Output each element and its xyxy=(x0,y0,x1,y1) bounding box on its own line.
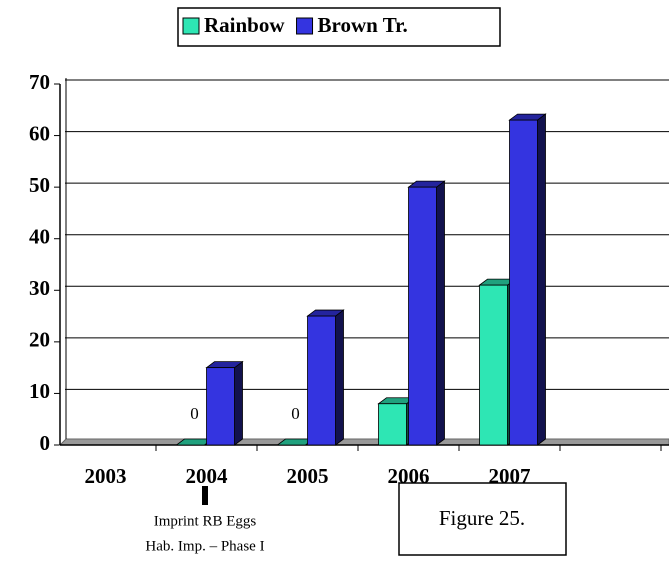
bar-3d xyxy=(306,309,345,446)
x-tick-label: 2004 xyxy=(186,464,229,488)
bar-side xyxy=(335,309,344,446)
y-tick-label: 50 xyxy=(29,173,50,197)
data-label: 0 xyxy=(190,404,199,423)
figure-box xyxy=(398,482,567,556)
annotation-marker xyxy=(202,486,208,505)
bar-side xyxy=(537,113,546,446)
bar-3d xyxy=(205,360,244,446)
y-tick-label: 10 xyxy=(29,379,50,403)
bar xyxy=(509,119,538,446)
bar xyxy=(378,403,407,446)
bar-3d xyxy=(407,180,446,446)
x-tick-label: 2006 xyxy=(388,464,430,488)
bar-3d xyxy=(508,113,547,446)
x-tick-label: 2007 xyxy=(489,464,531,488)
legend-swatch xyxy=(182,17,200,35)
y-tick-label: 40 xyxy=(29,225,50,249)
legend-label: Brown Tr. xyxy=(318,13,408,37)
bar xyxy=(206,367,235,446)
bar xyxy=(307,315,336,446)
y-tick-label: 0 xyxy=(40,431,51,455)
annotation: Imprint RB Eggs xyxy=(154,513,257,529)
legend-label: Rainbow xyxy=(204,13,285,37)
legend-box xyxy=(177,7,501,47)
y-tick-label: 60 xyxy=(29,121,50,145)
y-tick-label: 70 xyxy=(29,70,50,94)
figure-label: Figure 25. xyxy=(439,506,525,530)
y-tick-label: 20 xyxy=(29,328,50,352)
bar-side xyxy=(234,360,243,446)
bar-side xyxy=(436,180,445,446)
data-label: 0 xyxy=(291,404,300,423)
legend-swatch xyxy=(296,17,314,35)
y-tick-label: 30 xyxy=(29,276,50,300)
x-tick-label: 2003 xyxy=(85,464,127,488)
bar xyxy=(479,284,508,446)
x-tick-label: 2005 xyxy=(287,464,329,488)
annotation: Hab. Imp. – Phase I xyxy=(145,538,264,554)
bar xyxy=(408,186,437,446)
floor xyxy=(58,438,669,446)
